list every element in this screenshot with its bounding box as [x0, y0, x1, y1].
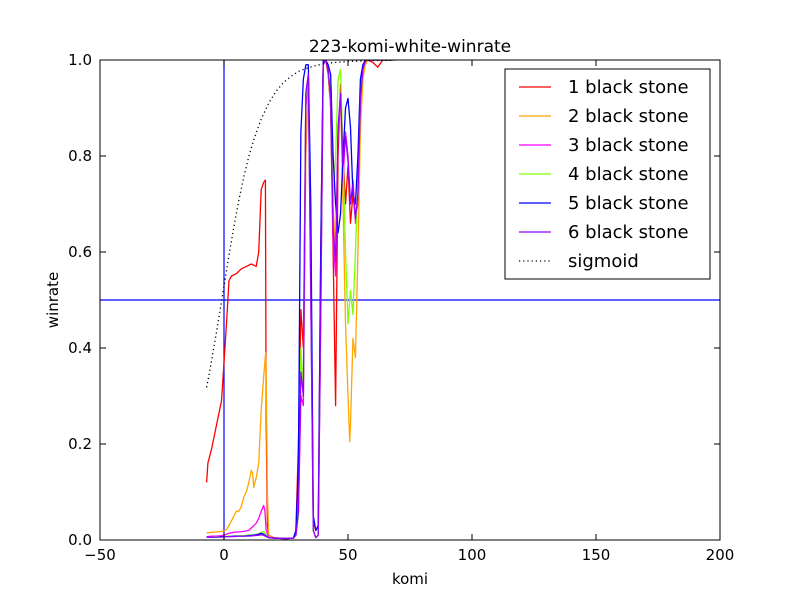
x-tick-label: 150 — [582, 546, 611, 564]
x-tick-label: 200 — [706, 546, 735, 564]
x-tick-label: 0 — [219, 546, 229, 564]
y-axis-label: winrate — [44, 272, 62, 328]
legend-label-4: 4 black stone — [568, 164, 689, 185]
legend-label-6: 6 black stone — [568, 222, 689, 243]
legend-label-2: 2 black stone — [568, 106, 689, 127]
y-tick-label: 0.0 — [68, 531, 92, 549]
series-line-6 — [206, 60, 393, 540]
x-tick-label: −50 — [84, 546, 116, 564]
x-tick-label: 100 — [458, 546, 487, 564]
legend-label-3: 3 black stone — [568, 135, 689, 156]
reference-lines — [100, 60, 720, 540]
y-tick-label: 0.2 — [68, 435, 92, 453]
y-tick-label: 0.6 — [68, 243, 92, 261]
axis-ticks: −50 0 50 100 150 200 0.0 0.2 0.4 0.6 0.8 1.0 — [68, 51, 734, 564]
series-lines — [205, 60, 398, 540]
chart-title: 223-komi-white-winrate — [309, 37, 511, 57]
y-tick-label: 0.8 — [68, 147, 92, 165]
series-line-7 — [206, 60, 398, 388]
x-tick-label: 50 — [338, 546, 357, 564]
legend-label-7: sigmoid — [568, 251, 639, 272]
legend: 1 black stone 2 black stone 3 black stone 4… — [504, 68, 711, 280]
y-tick-label: 1.0 — [68, 51, 92, 69]
plot-frame — [99, 59, 721, 541]
y-tick-label: 0.4 — [68, 339, 92, 357]
legend-label-1: 1 black stone — [568, 77, 689, 98]
legend-label-5: 5 black stone — [568, 193, 689, 214]
x-axis-label: komi — [392, 570, 428, 588]
